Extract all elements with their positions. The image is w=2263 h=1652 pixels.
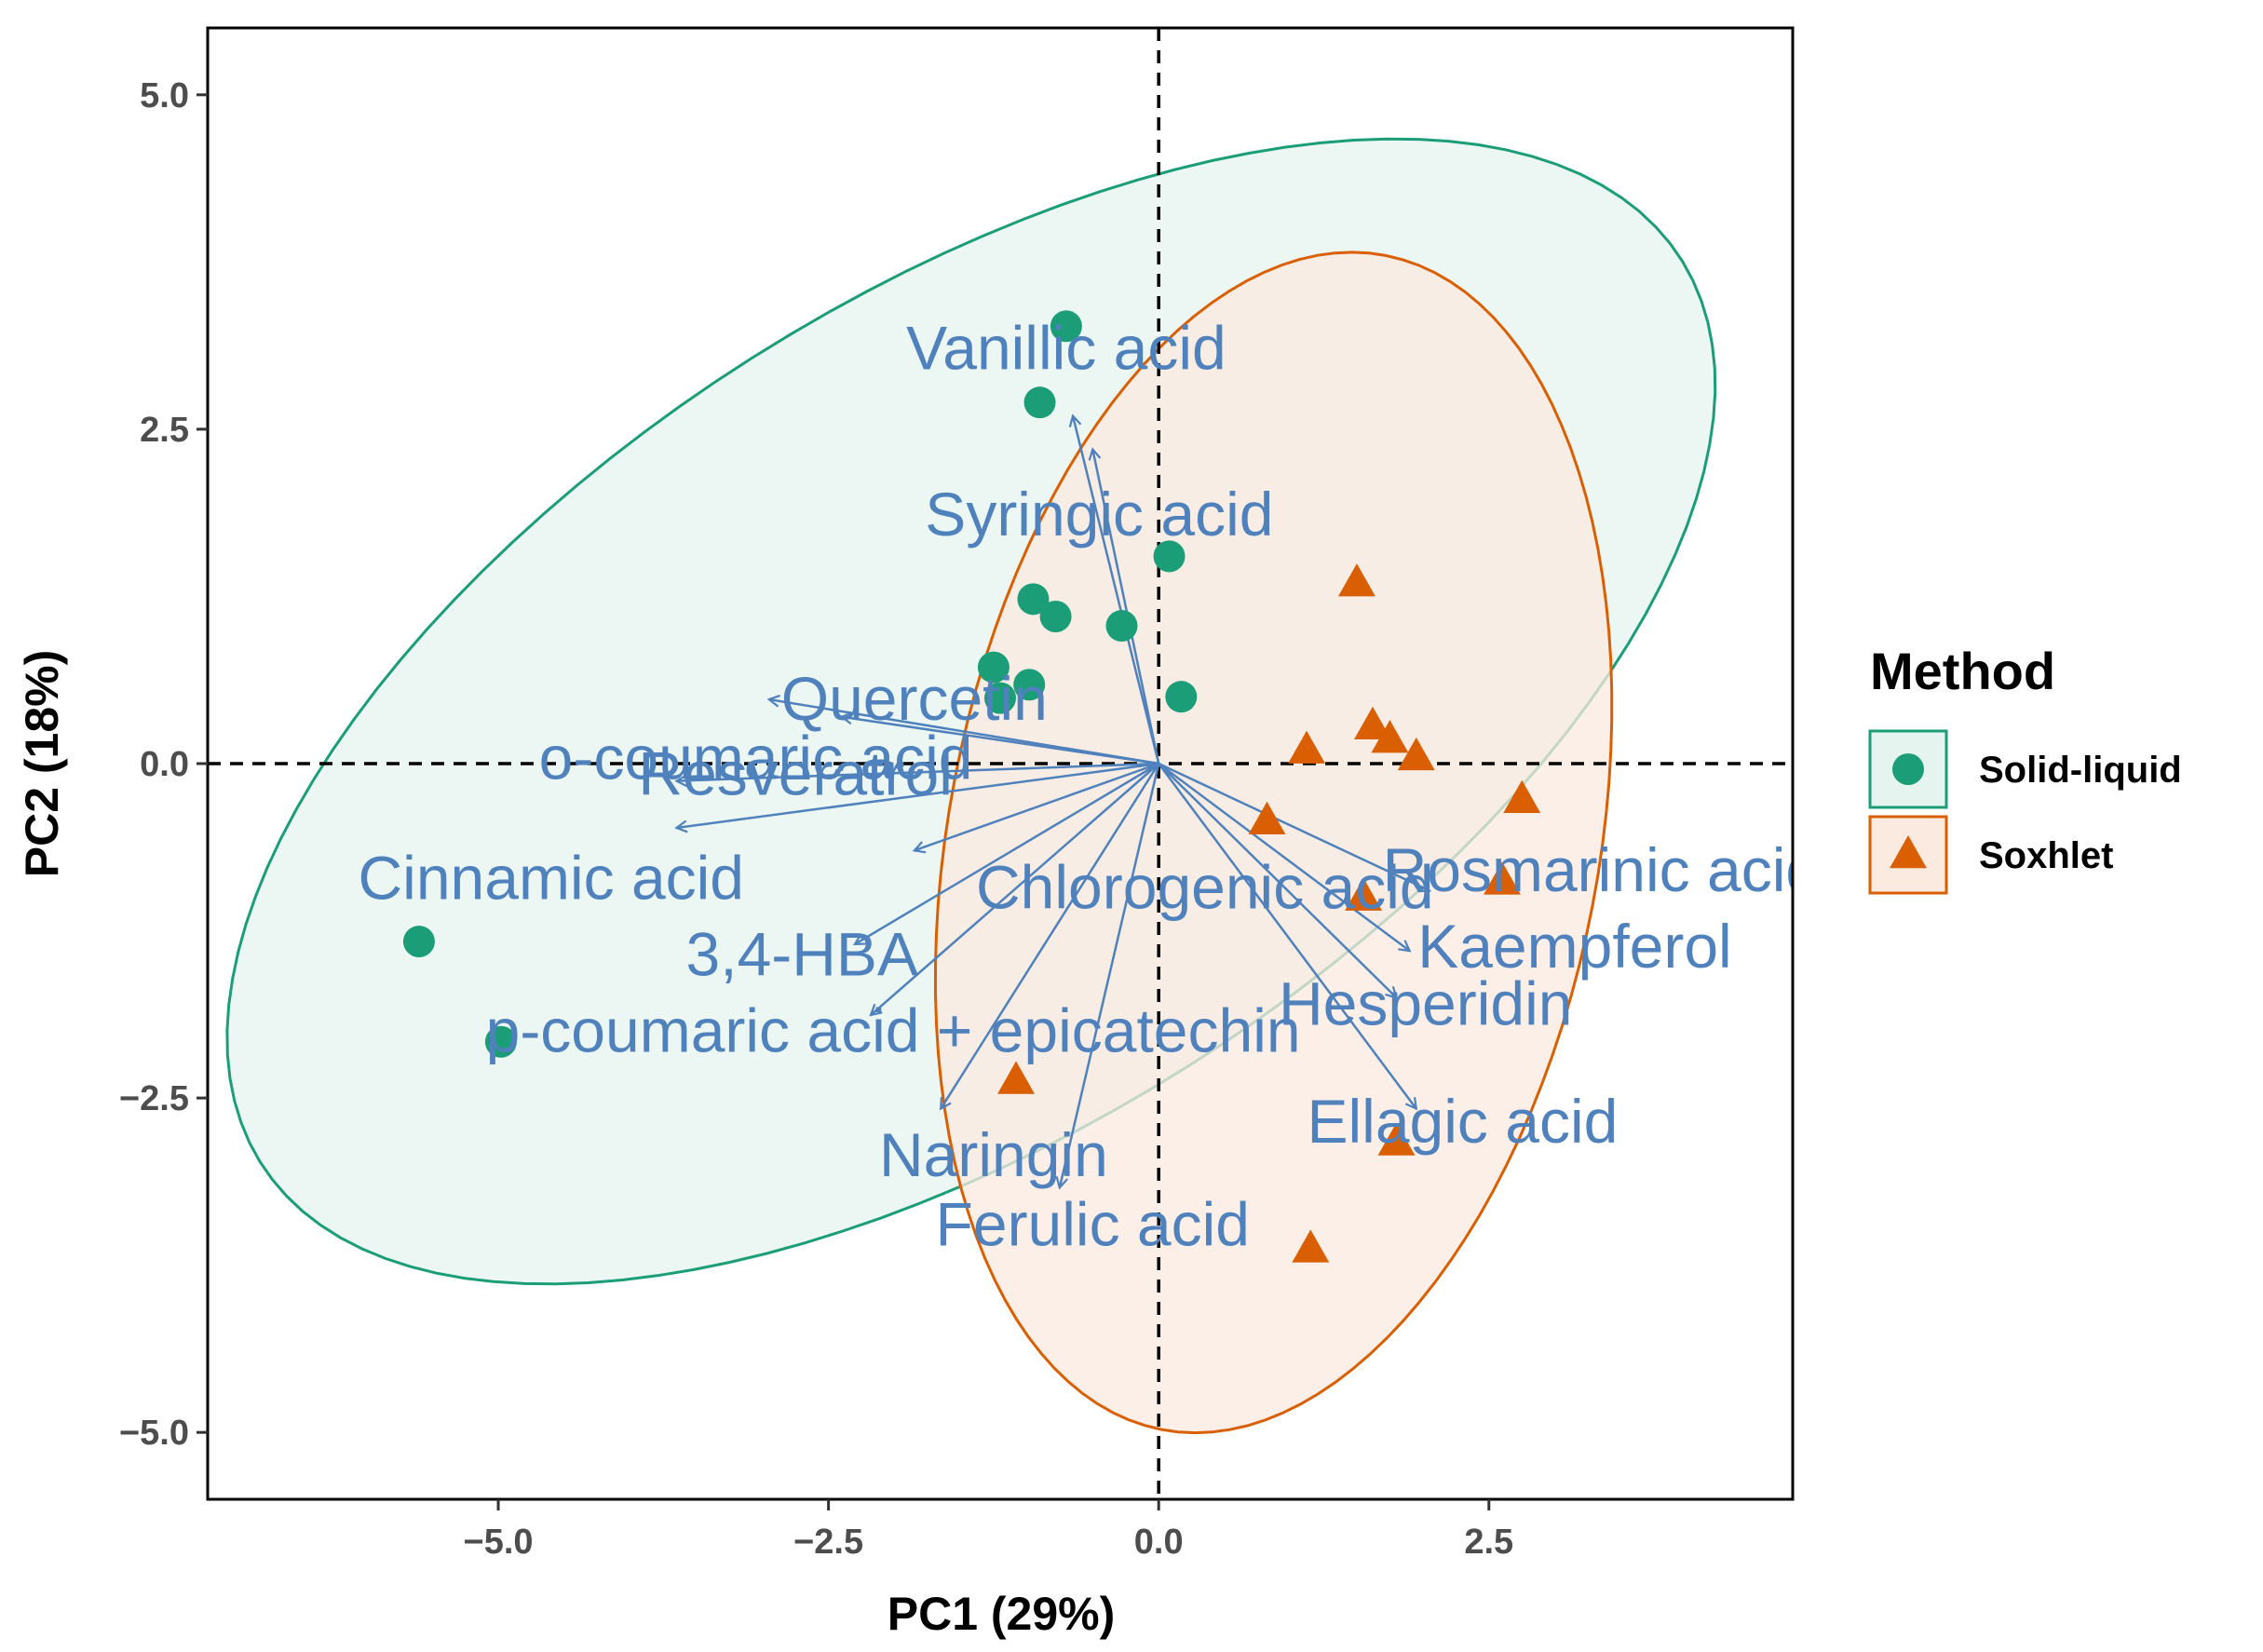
data-point-triangle bbox=[1288, 730, 1326, 764]
data-point-circle bbox=[484, 1025, 517, 1058]
data-point-triangle bbox=[1354, 706, 1391, 740]
loading-label: Cinnamic acid bbox=[359, 844, 745, 913]
loading-label: Resveratrol bbox=[638, 738, 952, 807]
data-point-triangle bbox=[1248, 801, 1286, 835]
loading-arrow bbox=[1073, 416, 1160, 765]
x-axis-title: PC1 (29%) bbox=[888, 1588, 1116, 1640]
data-point-circle bbox=[1165, 681, 1198, 713]
data-point-circle bbox=[402, 926, 435, 958]
legend-title: Method bbox=[1870, 642, 2055, 700]
legend-circle-icon bbox=[1892, 753, 1924, 785]
y-tick-label: −5.0 bbox=[119, 1414, 189, 1453]
loading-label: Naringin bbox=[879, 1120, 1108, 1189]
loading-arrow bbox=[1060, 763, 1160, 1187]
loading-arrow bbox=[915, 762, 1159, 850]
data-point-triangle bbox=[997, 1061, 1035, 1094]
loading-label: Quercetin bbox=[781, 664, 1048, 733]
data-point-circle bbox=[977, 651, 1010, 684]
loading-arrow bbox=[677, 762, 1159, 828]
data-point-triangle bbox=[1338, 563, 1375, 597]
loading-arrow bbox=[769, 699, 1159, 765]
loading-arrow bbox=[1158, 762, 1409, 951]
legend-label: Solid-liquid bbox=[1979, 750, 2182, 791]
data-point-triangle bbox=[1503, 779, 1541, 814]
x-tick-label: 2.5 bbox=[1464, 1523, 1513, 1562]
loading-arrow bbox=[677, 762, 1159, 781]
data-point-circle bbox=[1050, 310, 1082, 343]
legend-triangle-icon bbox=[1890, 835, 1927, 869]
loading-label: Rosmarinic acid bbox=[1383, 835, 1820, 904]
loading-arrow bbox=[941, 763, 1160, 1109]
data-point-circle bbox=[1105, 610, 1138, 643]
loading-label: p-coumaric acid + epicatechin bbox=[486, 995, 1301, 1064]
legend: Method Solid-liquid Soxhlet bbox=[1868, 642, 2182, 895]
y-tick-label: 0.0 bbox=[140, 745, 189, 784]
x-tick-label: −2.5 bbox=[793, 1523, 863, 1562]
data-point-triangle bbox=[1371, 720, 1409, 753]
loading-arrow bbox=[871, 763, 1160, 1015]
loading-arrow bbox=[1158, 763, 1416, 1109]
y-tick-label: −2.5 bbox=[119, 1079, 189, 1118]
loading-label: Hesperidin bbox=[1279, 969, 1573, 1038]
data-point-triangle bbox=[1377, 1122, 1416, 1156]
data-point-circle bbox=[1013, 669, 1046, 701]
y-tick-label: 2.5 bbox=[140, 411, 189, 450]
data-point-triangle bbox=[1484, 861, 1521, 895]
x-tick-label: 0.0 bbox=[1134, 1523, 1184, 1562]
loading-label: Syringic acid bbox=[925, 480, 1273, 548]
loading-label: Vanillic acid bbox=[906, 314, 1226, 383]
legend-label: Soxhlet bbox=[1979, 835, 2113, 876]
loading-label: Kaempferol bbox=[1417, 912, 1732, 981]
data-point-circle bbox=[1039, 601, 1072, 632]
data-point-triangle bbox=[1345, 877, 1382, 911]
y-tick-label: 5.0 bbox=[140, 76, 189, 115]
data-point-circle bbox=[984, 682, 1016, 714]
y-axis-title: PC2 (18%) bbox=[16, 650, 68, 878]
data-point-triangle bbox=[1397, 737, 1435, 771]
x-tick-label: −5.0 bbox=[464, 1523, 534, 1562]
data-point-circle bbox=[1153, 540, 1186, 573]
loading-label: Ferulic acid bbox=[936, 1190, 1250, 1259]
data-point-circle bbox=[1017, 583, 1050, 616]
data-point-triangle bbox=[1292, 1229, 1330, 1263]
loading-arrow bbox=[1158, 762, 1430, 890]
loading-label: Chlorogenic acid bbox=[976, 853, 1434, 922]
loading-arrow bbox=[1092, 449, 1160, 765]
data-point-circle bbox=[1023, 386, 1056, 419]
loading-arrow bbox=[855, 762, 1159, 944]
loading-label: 3,4-HBA bbox=[686, 919, 918, 988]
loading-label: o-coumaric acid bbox=[539, 723, 973, 792]
loading-arrow bbox=[1158, 763, 1396, 997]
loading-label: Ellagic acid bbox=[1307, 1087, 1618, 1156]
